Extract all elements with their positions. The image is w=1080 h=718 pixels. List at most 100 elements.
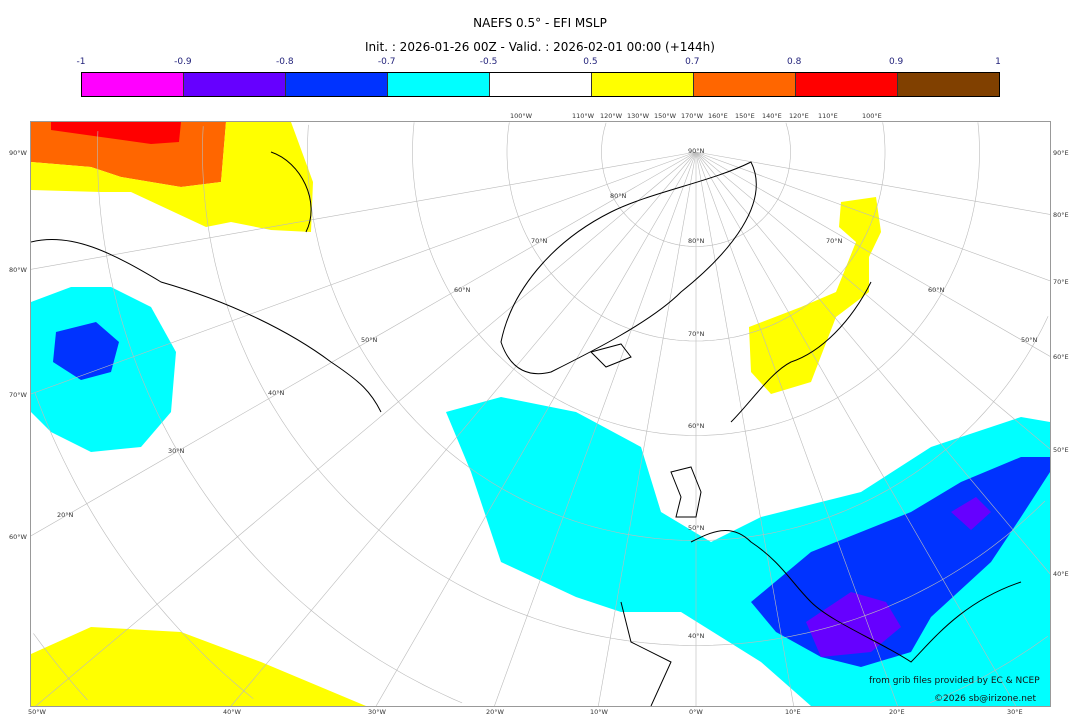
meridian-line bbox=[695, 151, 1050, 357]
coastline-greenland bbox=[500, 161, 757, 375]
bottom-longitude-label: 20°E bbox=[889, 708, 905, 716]
colorbar bbox=[81, 72, 1000, 97]
bottom-longitude-label: 30°W bbox=[368, 708, 386, 716]
top-longitude-label: 150°E bbox=[735, 112, 755, 120]
latitude-label: 60°N bbox=[454, 286, 471, 294]
top-longitude-label: 170°W bbox=[681, 112, 704, 120]
colorbar-tick: -0.7 bbox=[377, 57, 396, 67]
colorbar-tick: 0.9 bbox=[888, 57, 904, 67]
right-longitude-label: 70°E bbox=[1053, 278, 1069, 286]
latitude-label: 50°N bbox=[361, 336, 378, 344]
bottom-longitude-label: 40°W bbox=[223, 708, 241, 716]
top-longitude-label: 100°E bbox=[862, 112, 882, 120]
latitude-label: 70°N bbox=[688, 330, 705, 338]
coastline-layer bbox=[31, 151, 1022, 706]
data-credit: from grib files provided by EC & NCEP bbox=[869, 676, 1040, 686]
parallel-line bbox=[33, 633, 88, 701]
meridian-line bbox=[695, 151, 794, 706]
top-longitude-label: 160°E bbox=[708, 112, 728, 120]
latitude-label: 20°N bbox=[57, 511, 74, 519]
colorbar-tick: 0.8 bbox=[787, 57, 802, 67]
right-longitude-label: 90°E bbox=[1053, 149, 1069, 157]
top-longitude-label: 100°W bbox=[510, 112, 533, 120]
top-longitude-label: 110°W bbox=[572, 112, 595, 120]
efi-region-red-nw bbox=[51, 122, 181, 144]
map-svg bbox=[31, 122, 1050, 706]
latitude-label: 50°N bbox=[1021, 336, 1038, 344]
latitude-label: 60°N bbox=[688, 422, 705, 430]
bottom-longitude-label: 30°E bbox=[1007, 708, 1023, 716]
meridian-line bbox=[695, 151, 1017, 706]
colorbar-cell bbox=[898, 73, 999, 96]
left-longitude-label: 80°W bbox=[9, 266, 27, 274]
efi-field-layer bbox=[31, 122, 1050, 706]
parallel-line bbox=[601, 122, 791, 247]
colorbar-tick: 1 bbox=[995, 57, 1001, 67]
meridian-line bbox=[695, 151, 1050, 450]
meridian-line bbox=[31, 151, 697, 395]
coastline-britain bbox=[670, 466, 702, 518]
latitude-label: 50°N bbox=[688, 524, 705, 532]
latitude-label: 40°N bbox=[268, 389, 285, 397]
colorbar-cell bbox=[184, 73, 286, 96]
latitude-label: 80°N bbox=[688, 237, 705, 245]
top-longitude-label: 140°E bbox=[762, 112, 782, 120]
parallel-line bbox=[506, 122, 886, 342]
colorbar-tick: -0.8 bbox=[275, 57, 294, 67]
latitude-label: 70°N bbox=[826, 237, 843, 245]
meridian-line bbox=[695, 151, 1050, 215]
left-longitude-label: 70°W bbox=[9, 391, 27, 399]
efi-region-purple-balkans bbox=[806, 592, 901, 657]
coastline-europe bbox=[620, 281, 1022, 706]
bottom-longitude-label: 50°W bbox=[28, 708, 46, 716]
colorbar-tick: 0.5 bbox=[583, 57, 598, 67]
meridian-line bbox=[31, 151, 697, 537]
colorbar-cell bbox=[694, 73, 796, 96]
colorbar-cell bbox=[82, 73, 184, 96]
meridian-line bbox=[598, 151, 697, 706]
meridian-line bbox=[35, 151, 697, 706]
coastline-iceland bbox=[590, 343, 632, 368]
left-longitude-label: 60°W bbox=[9, 533, 27, 541]
graticule-layer bbox=[31, 122, 1050, 706]
bottom-longitude-label: 0°W bbox=[689, 708, 703, 716]
colorbar-cell bbox=[388, 73, 490, 96]
latitude-label: 80°N bbox=[610, 192, 627, 200]
meridian-line bbox=[695, 151, 1050, 282]
bottom-longitude-label: 20°W bbox=[486, 708, 504, 716]
colorbar-tick: 0.7 bbox=[685, 57, 700, 67]
bottom-longitude-label: 10°W bbox=[590, 708, 608, 716]
colorbar-cell bbox=[286, 73, 388, 96]
colorbar-tick: -0.9 bbox=[174, 57, 192, 67]
colorbar-cell bbox=[490, 73, 592, 96]
top-longitude-label: 130°W bbox=[627, 112, 650, 120]
top-longitude-label: 120°E bbox=[789, 112, 809, 120]
efi-region-yellow-nw bbox=[31, 122, 313, 232]
parallel-line bbox=[97, 131, 1048, 704]
right-longitude-label: 80°E bbox=[1053, 211, 1069, 219]
map-area: 90°N 80°N 80°N 70°N 70°N 70°N 60°N 60°N 60°N 50°N… bbox=[30, 121, 1051, 707]
bottom-longitude-label: 10°E bbox=[785, 708, 801, 716]
copyright: ©2026 sb@irizone.net bbox=[934, 694, 1036, 704]
meridian-line bbox=[375, 151, 697, 706]
meridian-line bbox=[695, 151, 1050, 575]
top-longitude-label: 120°W bbox=[600, 112, 623, 120]
meridian-line bbox=[230, 151, 697, 706]
colorbar-cell bbox=[592, 73, 694, 96]
right-longitude-label: 40°E bbox=[1053, 570, 1069, 578]
map-title: NAEFS 0.5° - EFI MSLP bbox=[473, 16, 607, 30]
parallel-line bbox=[202, 126, 1046, 646]
efi-region-yellow-sw bbox=[31, 627, 366, 706]
parallel-line bbox=[34, 392, 254, 699]
efi-region-blue-west bbox=[53, 322, 119, 380]
parallel-line bbox=[412, 122, 980, 436]
efi-region-purple-east bbox=[951, 497, 991, 530]
colorbar-tick: -1 bbox=[76, 57, 86, 67]
latitude-label: 90°N bbox=[688, 147, 705, 155]
coastline-north-america bbox=[31, 151, 382, 413]
top-longitude-label: 110°E bbox=[818, 112, 838, 120]
efi-region-yellow-scandinavia bbox=[749, 197, 881, 394]
right-longitude-label: 50°E bbox=[1053, 446, 1069, 454]
meridian-line bbox=[494, 151, 697, 706]
parallel-line bbox=[307, 124, 1049, 541]
